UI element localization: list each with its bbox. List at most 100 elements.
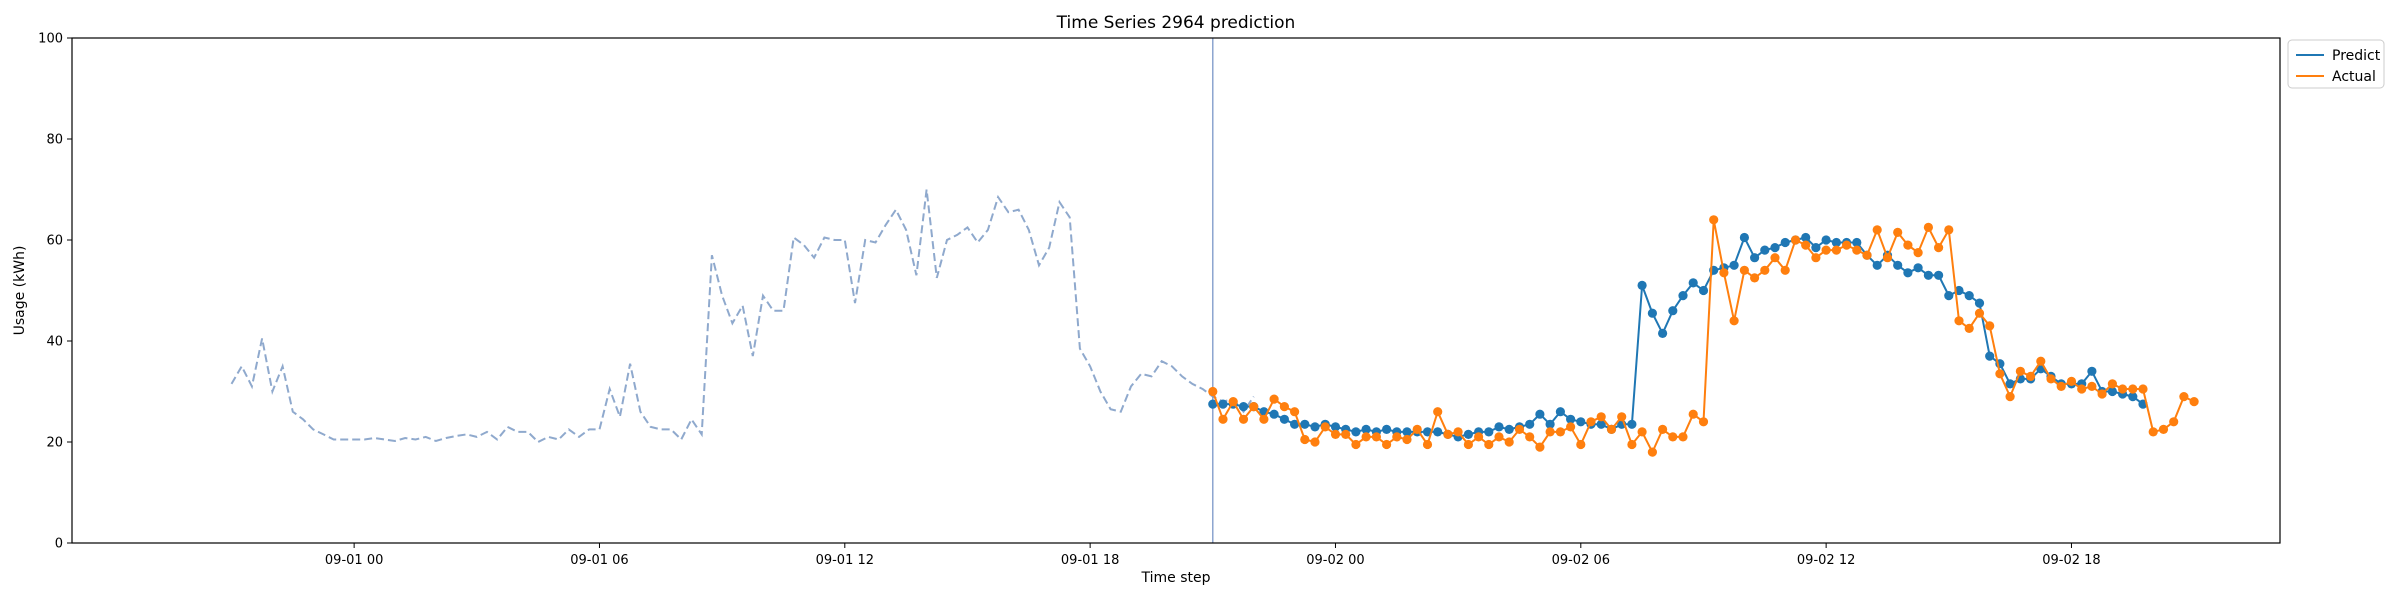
data-point-actual xyxy=(1995,369,2005,379)
data-point-predict xyxy=(1852,237,1862,248)
data-point-predict xyxy=(1647,308,1657,318)
data-point-predict xyxy=(1555,407,1565,417)
y-tick-label: 80 xyxy=(46,133,63,148)
data-point-predict xyxy=(2128,392,2138,402)
data-point-actual xyxy=(1688,409,1698,419)
data-point-actual xyxy=(1678,432,1688,442)
data-point-predict xyxy=(2087,366,2097,376)
plot-frame xyxy=(71,37,2281,544)
data-point-actual xyxy=(1760,265,1770,275)
data-point-actual xyxy=(1514,424,1525,434)
data-point-actual xyxy=(1852,245,1862,255)
data-point-actual xyxy=(1985,321,1995,331)
data-point-actual xyxy=(1842,240,1852,250)
data-point-predict xyxy=(1269,409,1279,419)
data-point-actual xyxy=(1279,402,1289,412)
data-point-actual xyxy=(1330,429,1341,439)
data-point-predict xyxy=(1770,243,1780,253)
data-point-actual xyxy=(1872,225,1882,235)
data-point-actual xyxy=(1893,227,1903,237)
chart-title: Time Series 2964 prediction xyxy=(1056,13,1296,33)
chart-marks xyxy=(230,38,2199,543)
data-point-actual xyxy=(2169,417,2179,427)
data-point-actual xyxy=(1433,407,1443,417)
data-point-predict xyxy=(1985,351,1995,361)
data-point-predict xyxy=(1238,402,1249,412)
data-point-actual xyxy=(1249,402,1259,412)
data-point-actual xyxy=(1576,439,1586,450)
data-point-actual xyxy=(1964,323,1974,333)
data-point-predict xyxy=(1627,419,1637,429)
data-point-predict xyxy=(1729,260,1739,270)
data-point-actual xyxy=(2148,427,2158,437)
data-point-actual xyxy=(1208,386,1218,397)
y-axis: 0 20 40 60 80 100 xyxy=(38,32,72,552)
data-point-predict xyxy=(1351,427,1361,437)
data-point-actual xyxy=(1658,424,1668,434)
data-point-predict xyxy=(1801,232,1811,243)
data-point-predict xyxy=(1208,399,1218,409)
data-point-actual xyxy=(1770,253,1780,263)
data-point-predict xyxy=(1504,424,1514,434)
data-point-actual xyxy=(2026,371,2036,381)
data-point-predict xyxy=(1688,278,1698,288)
data-point-actual xyxy=(2097,389,2107,399)
data-point-actual xyxy=(1934,243,1944,253)
data-point-actual xyxy=(1739,265,1749,275)
data-point-predict xyxy=(1576,417,1586,427)
data-point-predict xyxy=(1698,285,1709,296)
data-point-predict xyxy=(1821,235,1831,245)
data-point-predict xyxy=(1300,419,1310,429)
data-point-actual xyxy=(2056,381,2066,391)
y-tick-label: 40 xyxy=(46,335,63,350)
data-point-actual xyxy=(1811,253,1821,263)
data-point-predict xyxy=(1913,263,1923,273)
data-point-actual xyxy=(1402,434,1412,445)
data-point-actual xyxy=(1862,250,1872,260)
data-point-actual xyxy=(1882,253,1893,263)
data-point-predict xyxy=(1934,270,1944,280)
data-point-actual xyxy=(1463,439,1473,450)
data-point-predict xyxy=(1484,427,1494,437)
data-point-actual xyxy=(1637,427,1647,437)
data-point-predict xyxy=(1923,270,1933,280)
data-point-actual xyxy=(1341,429,1351,439)
data-point-actual xyxy=(1504,437,1514,447)
data-point-actual xyxy=(1750,273,1760,283)
data-point-actual xyxy=(1944,225,1954,235)
series-actual xyxy=(1208,215,2199,457)
data-point-actual xyxy=(1392,432,1402,442)
data-point-actual xyxy=(2036,356,2046,366)
data-point-predict xyxy=(1811,243,1821,253)
data-point-actual xyxy=(1801,240,1811,250)
y-tick-label: 20 xyxy=(46,436,63,451)
data-point-predict xyxy=(1831,237,1841,248)
data-point-actual xyxy=(2118,384,2128,394)
data-point-actual xyxy=(1647,447,1657,457)
data-point-predict xyxy=(1433,427,1443,437)
data-point-predict xyxy=(1780,237,1790,248)
x-tick-label: 09-01 00 xyxy=(325,553,383,568)
data-point-actual xyxy=(1698,417,1709,427)
data-point-predict xyxy=(1566,414,1576,424)
data-point-actual xyxy=(2107,379,2117,389)
data-point-predict xyxy=(1760,245,1770,255)
data-point-predict xyxy=(1678,291,1688,301)
x-tick-label: 09-01 18 xyxy=(1061,553,1119,568)
data-point-actual xyxy=(2066,376,2077,386)
data-point-actual xyxy=(1566,422,1576,432)
data-point-predict xyxy=(1944,291,1954,301)
data-point-predict xyxy=(1382,424,1392,434)
data-point-actual xyxy=(1627,439,1637,450)
data-point-actual xyxy=(1259,414,1269,424)
data-point-actual xyxy=(2138,384,2148,394)
data-point-actual xyxy=(1974,308,1985,318)
x-tick-label: 09-02 00 xyxy=(1306,553,1364,568)
data-point-actual xyxy=(1821,245,1831,255)
data-point-actual xyxy=(2128,384,2138,394)
data-point-actual xyxy=(1351,439,1361,450)
data-point-actual xyxy=(1269,394,1279,404)
x-axis-label: Time step xyxy=(1141,570,1211,586)
